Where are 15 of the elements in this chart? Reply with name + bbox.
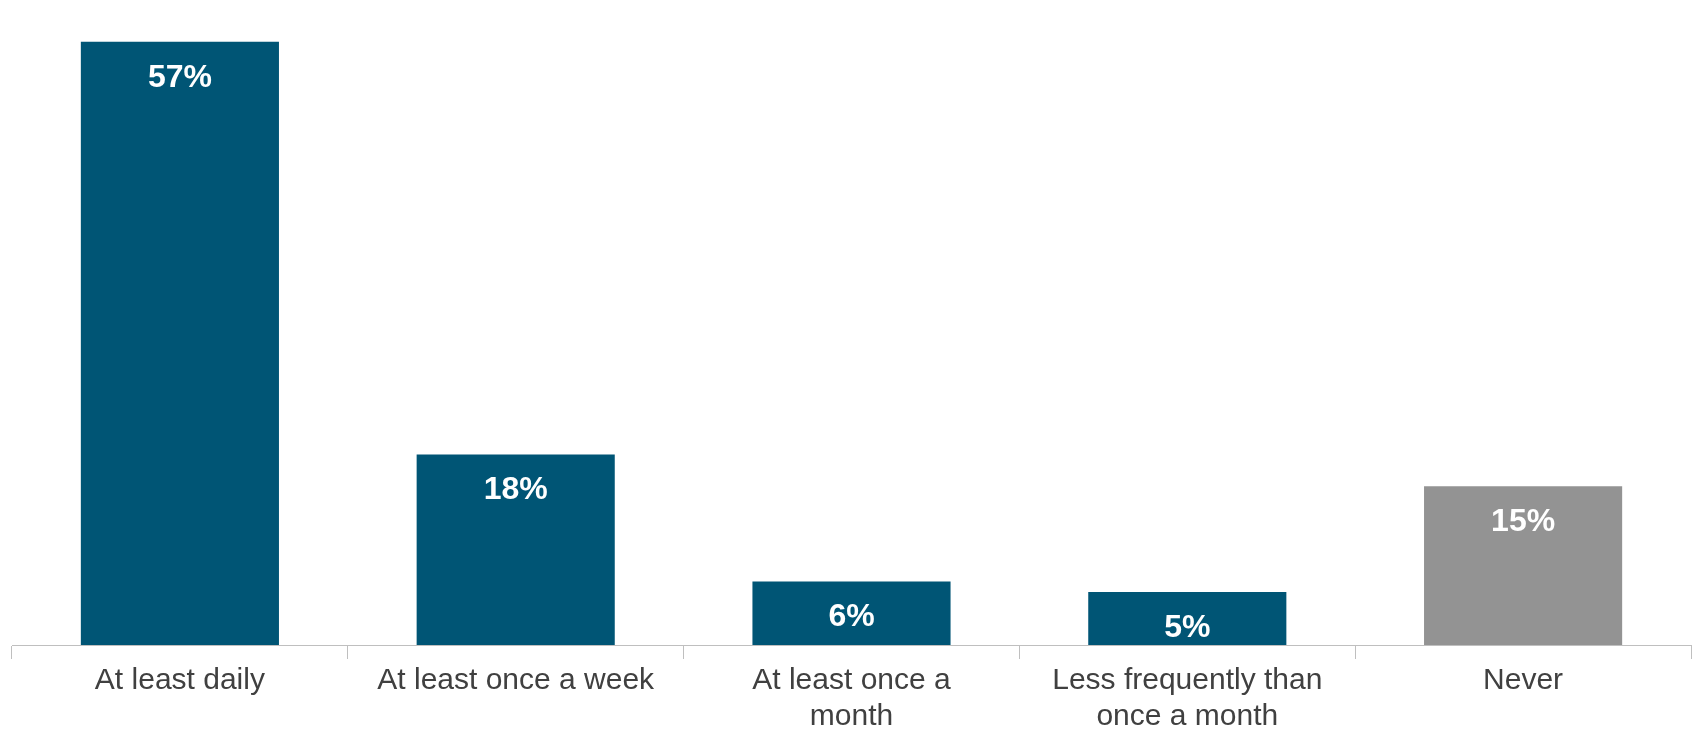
data-label: 15%	[1491, 502, 1556, 539]
x-tick-label: At least once a week	[377, 662, 656, 696]
data-label: 18%	[483, 470, 548, 507]
bar	[752, 581, 951, 645]
x-tick-label: Never	[1483, 662, 1564, 696]
x-tick-label: At least once a month	[752, 662, 952, 732]
bar	[416, 454, 615, 645]
x-tick-label: At least daily	[94, 662, 265, 696]
data-label: 6%	[828, 597, 875, 634]
bar	[1088, 592, 1287, 645]
data-label: 5%	[1164, 607, 1211, 644]
x-tick-label: Less frequently than once a month	[1052, 662, 1323, 732]
bar	[80, 41, 279, 645]
data-label: 57%	[147, 57, 212, 94]
bar	[1424, 486, 1623, 645]
